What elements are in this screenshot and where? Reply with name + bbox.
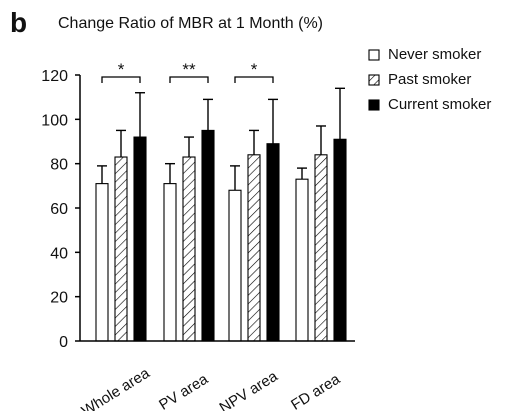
bar-2-2 [266,143,280,342]
bar-2-0 [228,189,242,342]
significance-markers: * ** * [101,60,274,83]
legend-swatch [368,74,380,86]
panel-label: b [10,7,27,38]
x-axis: Whole area PV area NPV area FD area [79,340,355,411]
y-axis: 0 20 40 60 80 100 120 [41,68,81,351]
bar-3-1 [314,154,328,342]
y-tick-label: 120 [41,68,68,85]
bar-1-1 [182,156,196,342]
y-tick-label: 40 [50,245,68,262]
error-bars [97,87,345,191]
legend-label: Past smoker [388,71,471,88]
y-tick-label: 20 [50,290,68,307]
significance-label: ** [182,60,196,79]
bar-1-2 [201,129,215,342]
x-tick-label: PV area [156,370,212,411]
legend: Never smoker Past smoker Current smoker [368,46,491,113]
significance-bracket [234,76,274,83]
bar-0-2 [133,136,147,342]
bar-0-0 [95,183,109,342]
significance-label: * [118,60,125,79]
bar-2-1 [247,154,261,342]
bar-0-1 [114,156,128,342]
significance-bracket [101,76,141,83]
legend-swatch [368,49,380,61]
legend-label: Never smoker [388,46,481,63]
bar-3-0 [295,178,309,342]
x-tick-label: Whole area [79,364,154,411]
y-tick-label: 0 [59,334,68,351]
significance-label: * [251,60,258,79]
bar-3-2 [333,138,347,342]
legend-label: Current smoker [388,96,491,113]
chart-title: Change Ratio of MBR at 1 Month (%) [58,15,323,32]
significance-bracket [169,76,209,83]
bars [95,129,347,342]
legend-swatch [368,99,380,111]
y-tick-label: 60 [50,201,68,218]
x-tick-label: FD area [288,370,344,411]
y-tick-label: 80 [50,157,68,174]
bar-1-0 [163,183,177,342]
x-tick-label: NPV area [217,367,282,411]
y-tick-label: 100 [41,112,68,129]
